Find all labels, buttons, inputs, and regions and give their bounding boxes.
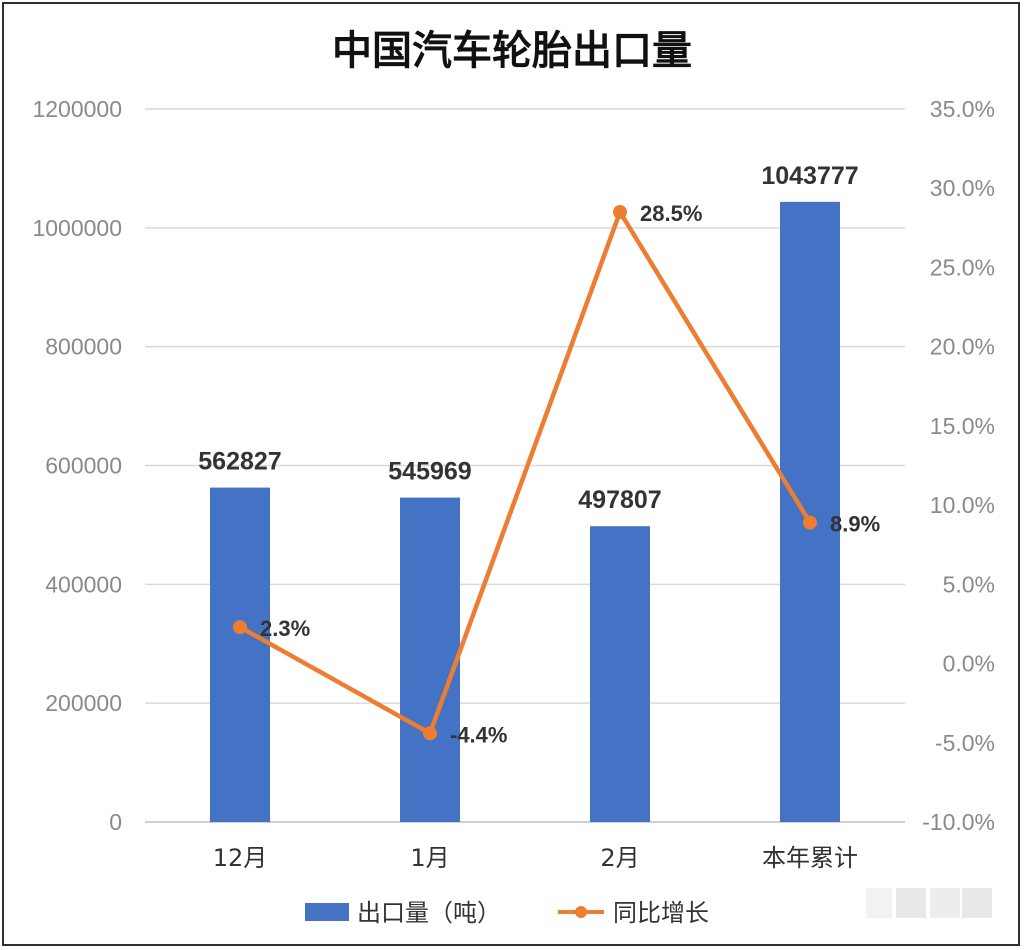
bar xyxy=(590,526,650,822)
y-left-tick-label: 800000 xyxy=(45,334,122,360)
line-data-label: -4.4% xyxy=(450,722,507,747)
y-right-tick-label: 35.0% xyxy=(930,96,995,122)
y-right-tick-label: -5.0% xyxy=(935,730,995,756)
y-right-tick-label: 20.0% xyxy=(930,334,995,360)
x-axis-ticks: 12月 1月 2月 本年累计 xyxy=(213,844,858,872)
chart-title: 中国汽车轮胎出口量 xyxy=(332,28,692,74)
y-right-tick-label: 25.0% xyxy=(930,254,995,280)
x-tick-label: 1月 xyxy=(410,844,449,872)
line-data-label: 8.9% xyxy=(830,512,880,537)
x-tick-label: 12月 xyxy=(213,844,268,872)
watermark-blur xyxy=(866,888,992,918)
line-series: 2.3% -4.4% 28.5% 8.9% xyxy=(233,201,880,747)
y-left-tick-label: 200000 xyxy=(45,690,122,716)
y-left-tick-label: 600000 xyxy=(45,453,122,479)
legend-bar-swatch xyxy=(305,903,349,921)
y-left-tick-label: 1200000 xyxy=(32,96,122,122)
y-right-tick-label: -10.0% xyxy=(922,809,995,835)
y-right-tick-label: 0.0% xyxy=(943,651,995,677)
bar-series: 562827 545969 497807 1043777 xyxy=(198,162,859,822)
line-point xyxy=(613,204,627,219)
left-y-axis-ticks: 0 200000 400000 600000 800000 1000000 1200000 xyxy=(32,96,122,835)
bar-data-label: 497807 xyxy=(578,486,661,514)
gridlines xyxy=(145,108,905,823)
x-tick-label: 本年累计 xyxy=(762,844,858,872)
legend-bar-label: 出口量（吨） xyxy=(357,899,501,927)
bar-data-label: 562827 xyxy=(198,448,281,476)
growth-line xyxy=(238,209,812,736)
legend-line-marker xyxy=(575,906,587,918)
bar-data-label: 545969 xyxy=(388,458,471,486)
bar xyxy=(400,497,460,822)
line-point xyxy=(423,726,437,741)
line-point xyxy=(803,515,817,530)
line-data-label: 28.5% xyxy=(640,201,702,226)
legend: 出口量（吨） 同比增长 xyxy=(305,899,709,927)
y-left-tick-label: 0 xyxy=(109,809,122,835)
bar-data-label: 1043777 xyxy=(761,162,858,190)
y-left-tick-label: 1000000 xyxy=(32,215,122,241)
line-data-label: 2.3% xyxy=(260,616,310,641)
y-left-tick-label: 400000 xyxy=(45,571,122,597)
bar xyxy=(210,487,270,822)
y-right-tick-label: 30.0% xyxy=(930,175,995,201)
y-right-tick-label: 5.0% xyxy=(943,571,995,597)
legend-line-label: 同比增长 xyxy=(613,899,709,927)
bar xyxy=(780,201,840,822)
line-point xyxy=(233,620,247,635)
y-right-tick-label: 10.0% xyxy=(930,492,995,518)
y-right-tick-label: 15.0% xyxy=(930,413,995,439)
right-y-axis-ticks: -10.0% -5.0% 0.0% 5.0% 10.0% 15.0% 20.0% 25.0% 3… xyxy=(922,96,995,835)
x-tick-label: 2月 xyxy=(600,844,639,872)
